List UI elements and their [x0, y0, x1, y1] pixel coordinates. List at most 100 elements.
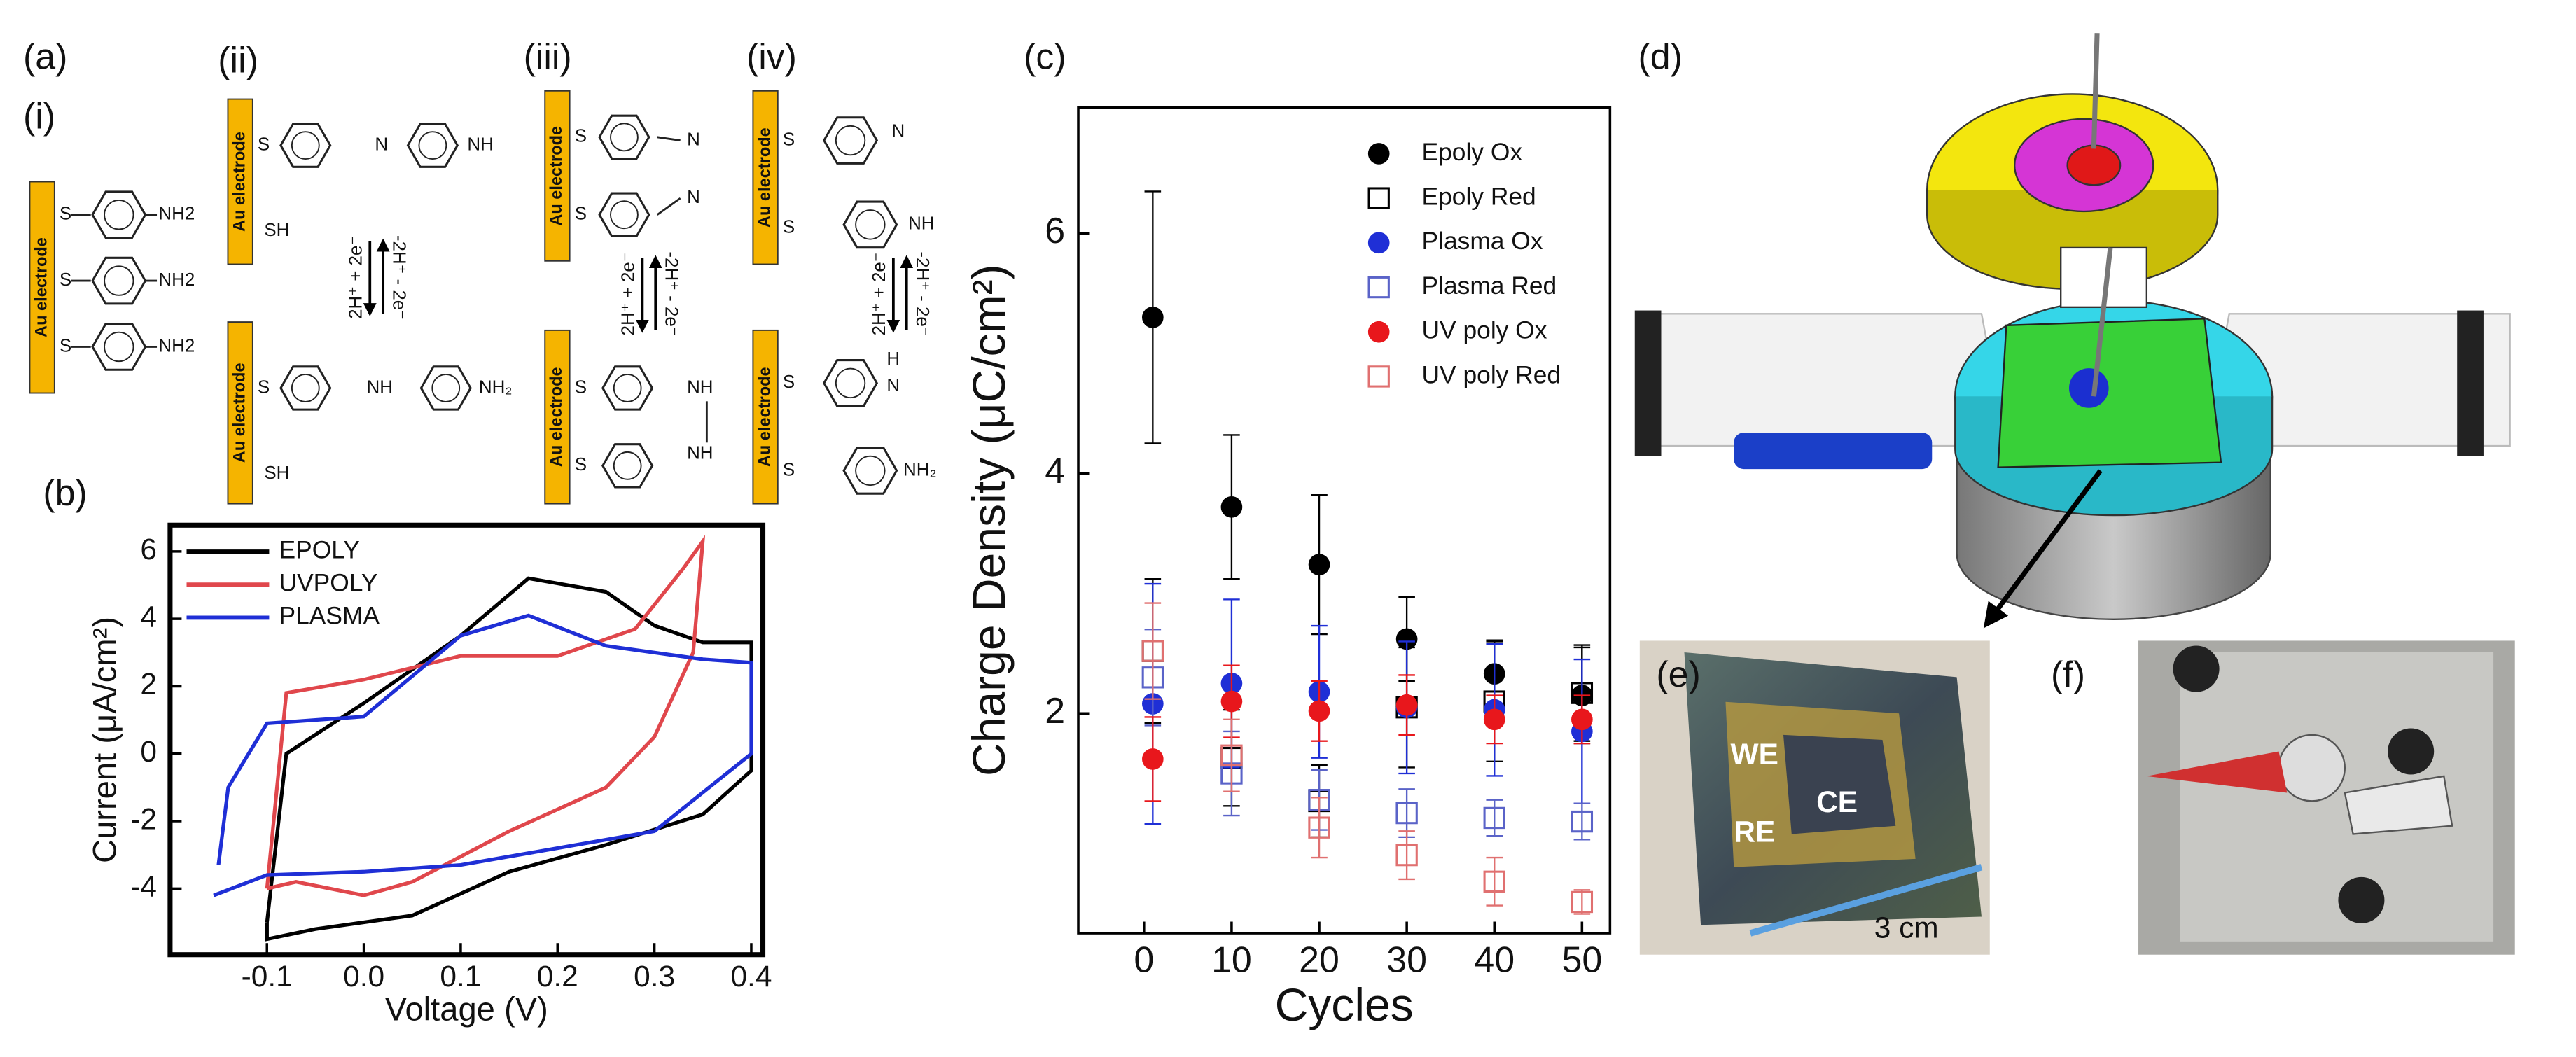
device-drawing [1634, 33, 2511, 629]
x-axis-label: Cycles [1275, 979, 1414, 1030]
chip-photo: (e) WE CE RE 3 cm [1639, 640, 1990, 955]
data-point [1308, 700, 1330, 722]
chem-label: S [783, 372, 795, 392]
chem-label: S [60, 204, 71, 224]
chem-label: S [783, 130, 795, 149]
x-tick-label: -0.1 [242, 960, 293, 993]
data-point [1142, 748, 1164, 770]
y-axis-label: Current (μA/cm²) [86, 617, 123, 863]
legend-marker [1367, 365, 1390, 388]
error-bar [1486, 856, 1503, 906]
y-tick-label: 2 [1045, 690, 1065, 731]
x-tick-label: 0 [1134, 939, 1154, 979]
panel-label: (iv) [746, 36, 797, 77]
error-bar [1311, 797, 1328, 859]
chem-label: H [886, 349, 900, 369]
error-bar [1486, 799, 1503, 837]
y-tick-label: 6 [1045, 210, 1065, 251]
chem-label: S [575, 377, 587, 397]
data-point [1220, 744, 1243, 766]
chem-label: N [687, 188, 700, 207]
benzene-ring [598, 114, 650, 160]
chem-label: NH2 [158, 204, 195, 224]
data-point [1483, 806, 1505, 830]
reaction-label: -2H⁺ - 2e⁻ [389, 235, 409, 320]
chem-label: S [258, 377, 270, 397]
x-axis-label: Voltage (V) [385, 990, 548, 1027]
error-bar [1573, 802, 1591, 841]
x-tick-label: 30 [1386, 939, 1427, 979]
chem-label: S [258, 134, 270, 154]
chem-label: NH₂ [903, 460, 937, 479]
chem-label: NH2 [158, 336, 195, 356]
panel-label: (d) [1638, 36, 1682, 77]
y-tick-label: -2 [130, 802, 157, 835]
ring-inner [855, 209, 886, 240]
bond [657, 136, 681, 141]
legend-label: Plasma Ox [1422, 227, 1543, 255]
benzene-ring [279, 122, 332, 168]
chem-label: N [687, 130, 700, 149]
legend-label: Plasma Red [1422, 272, 1557, 300]
data-point [1571, 708, 1593, 731]
benzene-ring [601, 443, 654, 489]
plot-frame [1077, 106, 1612, 934]
ring-inner [291, 374, 320, 402]
setup-photo: (f) [2051, 640, 2515, 955]
data-point [1141, 640, 1164, 662]
electrode [752, 329, 779, 505]
electrode-label: Au electrode [755, 127, 773, 227]
ring-inner [104, 265, 134, 296]
electrode [544, 329, 571, 505]
panel-label: (e) [1656, 654, 1700, 694]
data-point [1220, 690, 1243, 713]
panel-label: (a) [23, 36, 67, 77]
y-tick-label: -4 [130, 870, 157, 903]
photo-label: CE [1816, 785, 1858, 818]
benzene-ring [419, 365, 472, 411]
legend-marker [1367, 143, 1390, 164]
legend-label: Epoly Red [1422, 183, 1536, 210]
y-tick-label: 4 [1045, 450, 1065, 491]
ring-inner [610, 200, 639, 230]
panel-label: (iii) [524, 36, 572, 77]
reaction-label: -2H⁺ - 2e⁻ [912, 251, 932, 336]
chem-label: S [575, 455, 587, 475]
chem-label: N [892, 122, 905, 141]
electrode-label: Au electrode [755, 367, 773, 467]
legend-label: UV poly Red [1422, 361, 1561, 388]
data-point [1395, 694, 1418, 716]
panel-label: (f) [2051, 654, 2085, 694]
legend-label: Epoly Ox [1422, 139, 1523, 166]
ring-inner [610, 122, 639, 152]
ring-inner [291, 131, 320, 160]
cv-curve [265, 576, 753, 941]
chem-label: NH [687, 444, 713, 463]
benzene-ring [279, 365, 332, 411]
legend-label: PLASMA [279, 603, 380, 630]
panel-label: (ii) [218, 39, 258, 80]
x-tick-label: 20 [1299, 939, 1339, 979]
legend-marker [1367, 187, 1390, 209]
reaction-label: 2H⁺ + 2e⁻ [870, 252, 889, 335]
electrode [752, 90, 779, 265]
y-axis-label: Charge Density (μC/cm²) [963, 264, 1015, 776]
x-tick-label: 40 [1474, 939, 1515, 979]
x-tick-label: 50 [1561, 939, 1602, 979]
benzene-ring [601, 365, 654, 411]
data-point [1308, 816, 1330, 839]
scale-label: 3 cm [1874, 911, 1939, 944]
ring-inner [104, 331, 134, 363]
benzene-ring [91, 190, 147, 239]
ring-inner [613, 374, 642, 402]
electrode-label: Au electrode [547, 367, 565, 467]
data-point [1395, 802, 1418, 825]
cv-curve [213, 613, 753, 897]
benzene-ring [91, 256, 147, 305]
error-bar [1398, 830, 1415, 881]
ring-inner [855, 455, 886, 486]
data-point [1571, 890, 1594, 913]
